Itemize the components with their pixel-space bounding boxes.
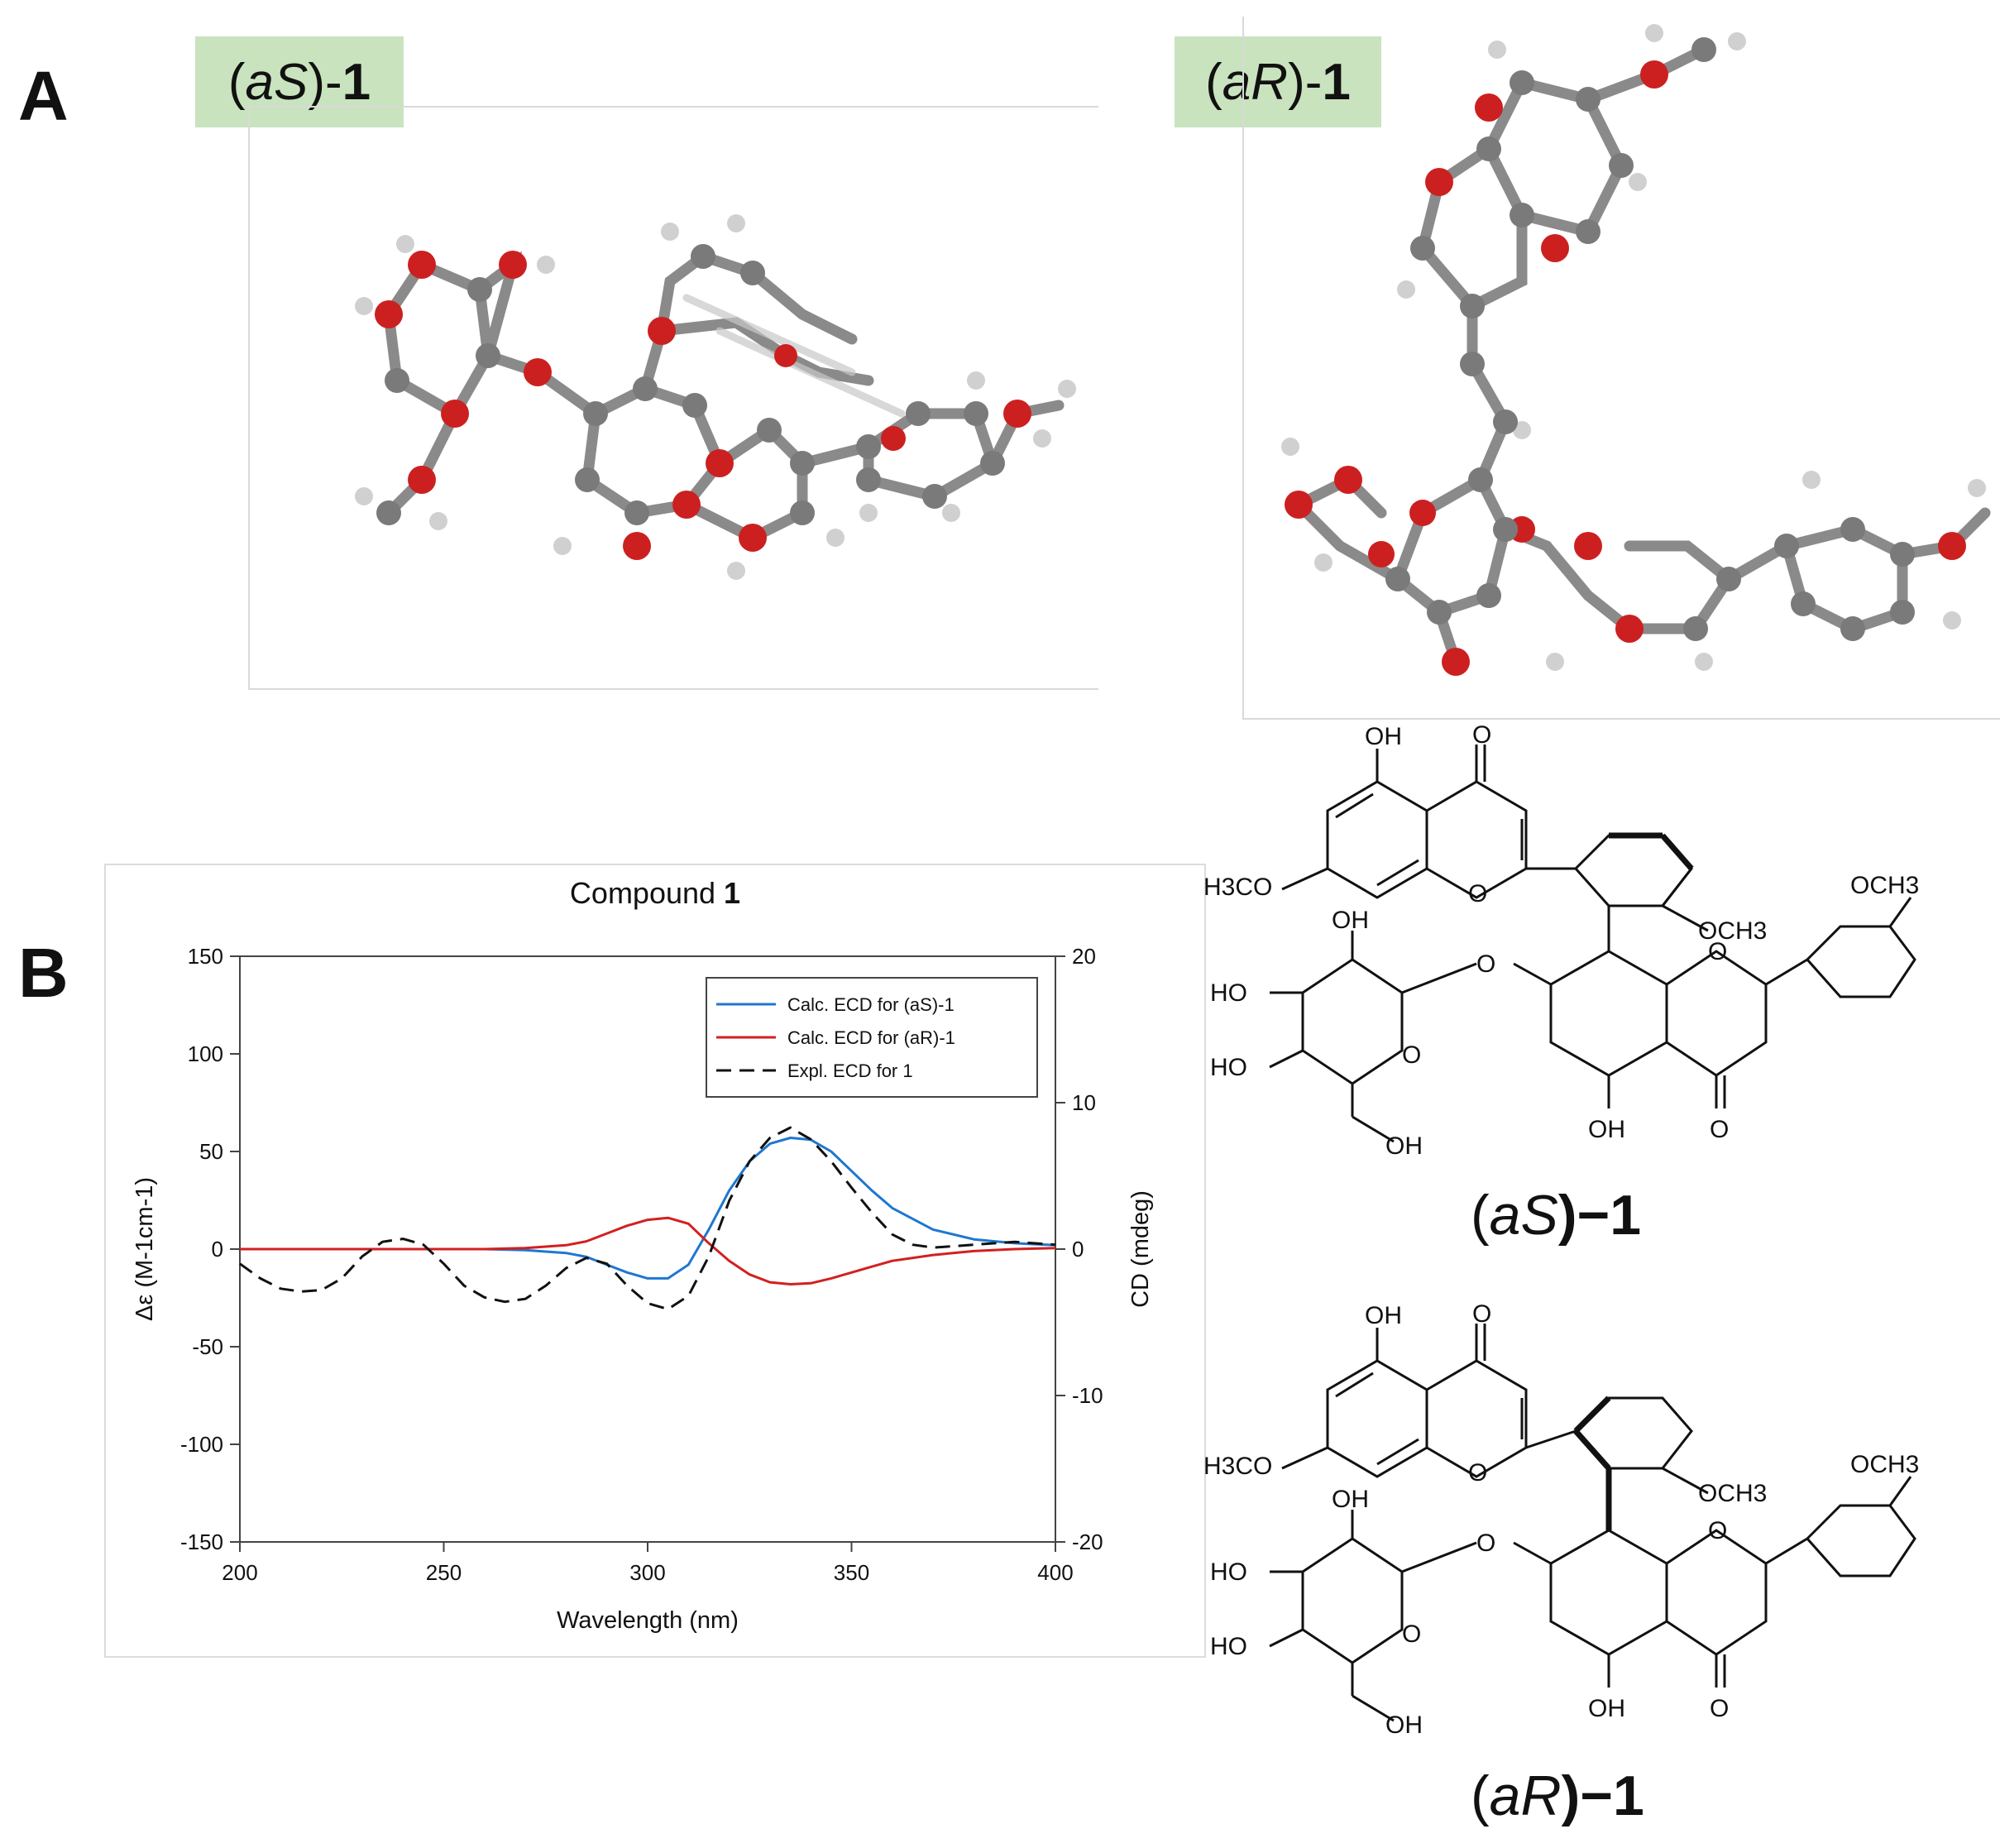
y-tick-label: -100 xyxy=(180,1432,223,1457)
x-axis-ticks: 200 250 300 350 400 xyxy=(222,1542,1074,1585)
panel-label-a: A xyxy=(18,57,69,135)
label-ho: HO xyxy=(1210,1558,1247,1586)
label-o: O xyxy=(1708,1517,1727,1544)
label-o: O xyxy=(1468,880,1487,907)
label-h3co: H3CO xyxy=(1203,874,1272,901)
label-o: O xyxy=(1710,1116,1729,1143)
structure-ar-2d: OH O H3CO O OCH3 OCH3 OH HO HO OH O O OH… xyxy=(1203,1300,1919,1739)
x-tick-label: 200 xyxy=(222,1560,257,1585)
label-ar-conformer: (aR)- 1 xyxy=(1175,36,1381,127)
chart-title-number: 1 xyxy=(724,876,740,910)
conformer-as-frame xyxy=(248,106,1098,690)
label-ho: HO xyxy=(1210,1054,1247,1081)
structure-as-2d: OH O H3CO O OCH3 OCH3 OH HO HO OH O O OH… xyxy=(1203,721,1919,1160)
label-o: O xyxy=(1708,938,1727,965)
y2-tick-label: -10 xyxy=(1072,1383,1103,1408)
label-oh: OH xyxy=(1385,1712,1423,1739)
left-axis-ticks: -150 -100 -50 0 50 100 150 xyxy=(180,944,240,1554)
y2-tick-label: -20 xyxy=(1072,1530,1103,1554)
x-tick-label: 300 xyxy=(629,1560,665,1585)
series-line-2 xyxy=(239,1126,1056,1311)
y-tick-label: 0 xyxy=(212,1237,223,1262)
y2-axis-label: CD (mdeg) xyxy=(1127,1190,1154,1308)
series-layer xyxy=(239,1126,1056,1311)
label-o: O xyxy=(1402,1621,1421,1648)
caption-ar: (aR)−1 xyxy=(1471,1764,1644,1827)
label-och3: OCH3 xyxy=(1698,917,1767,945)
conformer-ar-3d-model xyxy=(1281,24,1991,676)
label-oh: OH xyxy=(1332,1486,1369,1513)
series-line-1 xyxy=(240,1216,1056,1285)
label-o: O xyxy=(1710,1695,1729,1722)
chart-frame xyxy=(104,864,1206,1658)
y2-tick-label: 0 xyxy=(1072,1237,1084,1262)
label-o: O xyxy=(1476,950,1495,978)
conformer-as-3d-model xyxy=(355,214,1076,580)
y-tick-label: 150 xyxy=(188,944,223,969)
y-tick-label: 50 xyxy=(199,1139,223,1164)
label-oh: OH xyxy=(1365,723,1402,750)
label-oh: OH xyxy=(1365,1302,1402,1329)
label-h3co: H3CO xyxy=(1203,1453,1272,1480)
label-och3: OCH3 xyxy=(1698,1480,1767,1507)
label-o: O xyxy=(1472,1300,1491,1328)
x-tick-label: 400 xyxy=(1037,1560,1073,1585)
caption-as: (aS)−1 xyxy=(1471,1184,1642,1247)
label-och3: OCH3 xyxy=(1850,872,1919,899)
legend-entry-0: Calc. ECD for (aS)-1 xyxy=(787,994,955,1015)
chart-legend: Calc. ECD for (aS)-1 Calc. ECD for (aR)-1… xyxy=(706,977,1038,1098)
label-oh: OH xyxy=(1588,1116,1625,1143)
y2-tick-label: 20 xyxy=(1072,944,1096,969)
chart-title: Compound 1 xyxy=(570,876,740,910)
label-och3: OCH3 xyxy=(1850,1451,1919,1478)
label-ho: HO xyxy=(1210,1633,1247,1660)
x-tick-label: 250 xyxy=(426,1560,462,1585)
label-oh: OH xyxy=(1385,1132,1423,1160)
label-o: O xyxy=(1468,1459,1487,1487)
legend-entry-1: Calc. ECD for (aR)-1 xyxy=(787,1027,955,1048)
label-o: O xyxy=(1472,721,1491,749)
y-tick-label: -150 xyxy=(180,1530,223,1554)
label-oh: OH xyxy=(1588,1695,1625,1722)
x-axis-label: Wavelength (nm) xyxy=(557,1607,739,1634)
y2-tick-label: 10 xyxy=(1072,1090,1096,1115)
series-line-0 xyxy=(240,1137,1056,1280)
y-tick-label: 100 xyxy=(188,1041,223,1066)
label-as-conformer: (aS)- 1 xyxy=(195,36,404,127)
label-oh: OH xyxy=(1332,907,1369,934)
right-axis-ticks: -20 -10 0 10 20 xyxy=(1055,944,1103,1554)
panel-label-b: B xyxy=(18,934,69,1012)
label-o: O xyxy=(1402,1041,1421,1069)
legend-entry-2: Expl. ECD for 1 xyxy=(787,1060,913,1081)
x-tick-label: 350 xyxy=(834,1560,869,1585)
conformer-ar-frame xyxy=(1242,17,2000,720)
label-ho: HO xyxy=(1210,979,1247,1007)
y-tick-label: -50 xyxy=(192,1334,223,1359)
y-axis-label: Δε (M-1cm-1) xyxy=(132,1177,158,1321)
label-o: O xyxy=(1476,1530,1495,1557)
